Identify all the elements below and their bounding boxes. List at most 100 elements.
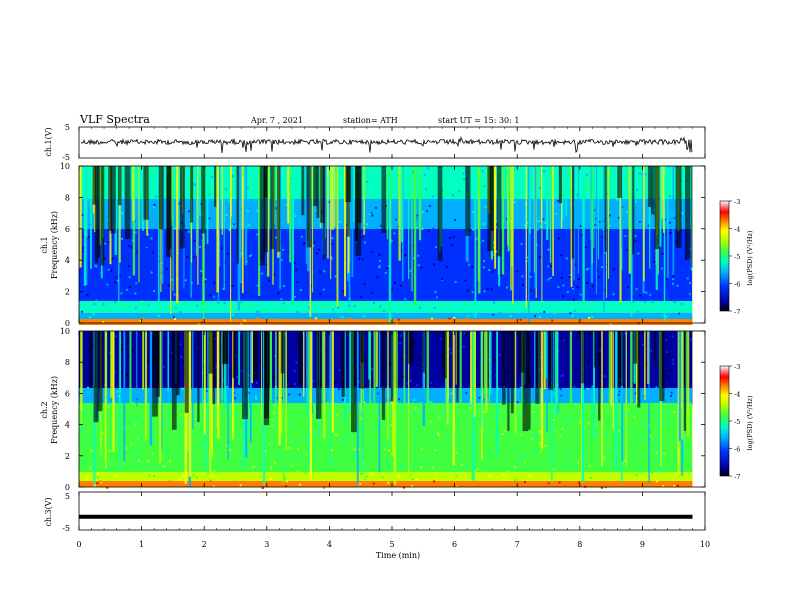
sferic-streak — [610, 331, 613, 407]
spec-pixel — [82, 460, 85, 463]
spec-pixel — [343, 440, 346, 443]
spec-band — [79, 316, 693, 319]
dark-gap — [390, 331, 394, 402]
xtick-label: 6 — [452, 540, 457, 549]
spec-pixel — [288, 423, 291, 426]
spec-pixel — [564, 465, 567, 468]
spec-pixel — [307, 306, 310, 309]
spec-band — [79, 313, 693, 316]
spec-pixel — [110, 287, 113, 290]
spec-pixel — [92, 312, 95, 315]
spec-pixel — [115, 335, 118, 338]
spec-pixel — [135, 457, 138, 460]
sferic-streak — [687, 331, 690, 437]
sferic-streak — [452, 331, 455, 466]
spec-pixel — [127, 275, 130, 278]
spec-pixel — [647, 224, 650, 227]
spec-pixel — [286, 301, 289, 304]
spec-pixel — [461, 304, 464, 307]
spec-pixel — [319, 270, 322, 273]
sferic-streak — [561, 166, 564, 221]
sferic-streak — [422, 331, 425, 426]
spec-pixel — [526, 302, 529, 305]
spec-pixel — [140, 438, 143, 441]
spec-pixel — [488, 475, 491, 478]
spec-pixel — [181, 387, 184, 390]
dark-gap — [647, 166, 652, 207]
spec-pixel — [368, 432, 371, 435]
spec-pixel — [465, 333, 468, 336]
dark-gap — [548, 331, 554, 391]
spec-pixel — [503, 429, 506, 432]
sferic-streak — [132, 166, 135, 221]
ch3-ytick-top: 5 — [65, 492, 70, 501]
spec-pixel — [296, 433, 299, 436]
spec-pixel — [293, 382, 296, 385]
colorbar-tick-label: -3 — [734, 198, 740, 206]
spec-band — [79, 232, 693, 235]
spec-pixel — [463, 332, 466, 335]
sferic-streak — [494, 166, 497, 269]
ch1-ytick-bottom: -5 — [62, 153, 70, 162]
spec-pixel — [567, 170, 570, 173]
spec-pixel — [655, 451, 658, 454]
spec-pixel — [205, 390, 208, 393]
spec-pixel — [678, 312, 681, 315]
dark-gap — [236, 166, 239, 264]
spec-pixel — [171, 278, 174, 281]
spec-pixel — [648, 434, 651, 437]
spec-pixel — [671, 335, 674, 338]
spec-pixel — [589, 476, 592, 479]
sferic-streak — [565, 166, 567, 217]
spec-pixel — [281, 397, 284, 400]
spec-band — [79, 307, 693, 310]
spec-pixel — [190, 387, 193, 390]
spec-pixel — [320, 438, 323, 441]
spec-pixel — [448, 348, 451, 351]
spec-pixel — [651, 301, 654, 304]
spec-pixel — [672, 278, 675, 281]
spec-pixel — [626, 404, 629, 407]
spec-pixel — [388, 363, 391, 366]
spec-pixel — [300, 225, 303, 228]
sferic-streak — [528, 166, 530, 323]
spec-pixel — [119, 275, 122, 278]
spec-pixel — [252, 465, 255, 468]
dark-gap — [528, 331, 531, 430]
spec-pixel — [469, 223, 472, 226]
spec-pixel — [100, 486, 103, 489]
spec-pixel — [386, 304, 389, 307]
spec-pixel — [608, 172, 611, 175]
spec-pixel — [136, 437, 139, 440]
spec-pixel — [401, 410, 404, 413]
spec-pixel — [384, 272, 387, 275]
spec-pixel — [211, 474, 214, 477]
spec-pixel — [652, 396, 655, 399]
spec-pixel — [348, 317, 351, 320]
sferic-streak — [129, 331, 132, 416]
sferic-streak — [597, 166, 599, 260]
spec-pixel — [361, 429, 364, 432]
spec-pixel — [544, 221, 547, 224]
spec-pixel — [353, 455, 356, 458]
spec-pixel — [248, 374, 251, 377]
spec-pixel — [567, 462, 570, 465]
spec-pixel — [471, 265, 474, 268]
spec-pixel — [603, 432, 606, 435]
spec-pixel — [246, 290, 249, 293]
spec-pixel — [239, 300, 242, 303]
spec-pixel — [686, 277, 689, 280]
dark-gap — [632, 166, 635, 255]
spec-pixel — [404, 254, 407, 257]
spec-pixel — [568, 275, 571, 278]
spec-pixel — [147, 233, 150, 236]
sferic-streak — [446, 331, 449, 425]
spec-pixel — [114, 301, 117, 304]
spec-pixel — [273, 411, 276, 414]
spec-pixel — [173, 318, 176, 321]
spec-pixel — [666, 295, 669, 298]
sferic-streak — [378, 331, 381, 473]
spec-pixel — [120, 348, 123, 351]
